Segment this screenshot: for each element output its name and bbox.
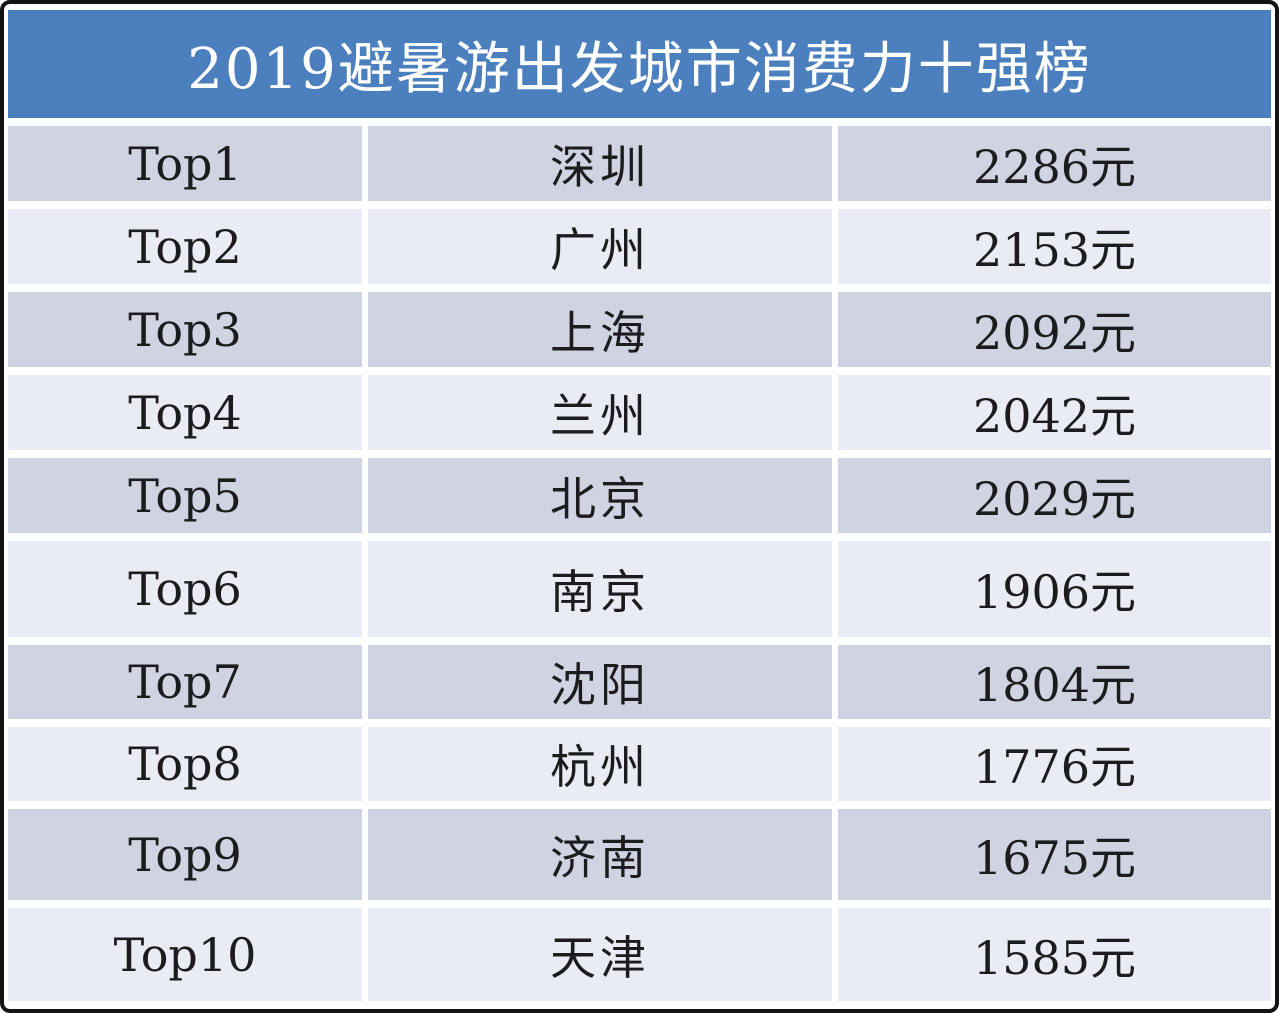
value-cell: 1675元	[838, 809, 1271, 900]
value-cell: 1804元	[838, 645, 1271, 719]
table-row: Top7 沈阳 1804元	[8, 645, 1271, 719]
rank-cell: Top8	[8, 727, 362, 801]
table-row: Top4 兰州 2042元	[8, 375, 1271, 450]
table-row: Top2 广州 2153元	[8, 209, 1271, 284]
city-cell: 深圳	[368, 126, 832, 201]
table-row: Top8 杭州 1776元	[8, 727, 1271, 801]
rank-cell: Top2	[8, 209, 362, 284]
rank-cell: Top4	[8, 375, 362, 450]
city-cell: 北京	[368, 458, 832, 533]
value-cell: 2042元	[838, 375, 1271, 450]
value-cell: 2286元	[838, 126, 1271, 201]
city-cell: 济南	[368, 809, 832, 900]
value-cell: 1906元	[838, 541, 1271, 637]
city-cell: 天津	[368, 908, 832, 1001]
rank-cell: Top10	[8, 908, 362, 1001]
table-row: Top1 深圳 2286元	[8, 126, 1271, 201]
table-title-bar: 2019避暑游出发城市消费力十强榜	[8, 10, 1271, 118]
table-row: Top3 上海 2092元	[8, 292, 1271, 367]
table-row: Top10 天津 1585元	[8, 908, 1271, 1001]
city-cell: 杭州	[368, 727, 832, 801]
table-row: Top5 北京 2029元	[8, 458, 1271, 533]
value-cell: 2092元	[838, 292, 1271, 367]
rank-cell: Top6	[8, 541, 362, 637]
rank-cell: Top5	[8, 458, 362, 533]
city-cell: 沈阳	[368, 645, 832, 719]
value-cell: 2153元	[838, 209, 1271, 284]
rank-cell: Top9	[8, 809, 362, 900]
table-row: Top6 南京 1906元	[8, 541, 1271, 637]
city-cell: 广州	[368, 209, 832, 284]
rank-cell: Top7	[8, 645, 362, 719]
city-cell: 兰州	[368, 375, 832, 450]
rank-cell: Top1	[8, 126, 362, 201]
city-cell: 南京	[368, 541, 832, 637]
page-title: 2019避暑游出发城市消费力十强榜	[187, 36, 1092, 102]
value-cell: 1776元	[838, 727, 1271, 801]
table-row: Top9 济南 1675元	[8, 809, 1271, 900]
value-cell: 2029元	[838, 458, 1271, 533]
city-cell: 上海	[368, 292, 832, 367]
value-cell: 1585元	[838, 908, 1271, 1001]
rank-cell: Top3	[8, 292, 362, 367]
